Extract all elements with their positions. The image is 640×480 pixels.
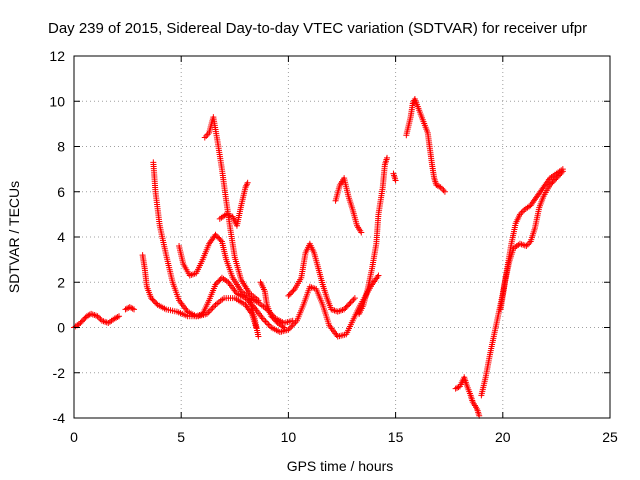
x-tick-label: 15: [388, 429, 404, 445]
series-track-14: [403, 95, 448, 195]
series-track-13: [390, 170, 399, 184]
data-point-marker: [346, 300, 353, 307]
data-point-marker: [149, 296, 156, 303]
data-point-marker: [290, 287, 297, 294]
data-point-marker: [345, 302, 352, 309]
series-track-7: [216, 179, 251, 229]
data-point-marker: [216, 277, 223, 284]
data-point-marker: [392, 177, 399, 184]
series-track-3: [139, 252, 260, 331]
series-track-10: [285, 240, 358, 315]
data-point-marker: [358, 229, 365, 236]
data-point-marker: [217, 237, 224, 244]
series-track-8: [246, 297, 262, 340]
data-point-marker: [548, 180, 555, 187]
y-tick-label: 0: [57, 320, 65, 336]
data-point-marker: [216, 235, 223, 242]
x-tick-label: 0: [70, 429, 78, 445]
y-tick-label: 4: [57, 229, 65, 245]
data-point-marker: [215, 278, 222, 285]
data-point-marker: [152, 299, 159, 306]
data-point-marker: [557, 171, 564, 178]
data-point-marker: [213, 233, 220, 240]
chart-title: Day 239 of 2015, Sidereal Day-to-day VTE…: [48, 20, 587, 37]
data-point-marker: [289, 288, 296, 295]
data-point-marker: [272, 317, 279, 324]
series-track-4: [150, 159, 382, 340]
y-tick-label: -2: [53, 365, 66, 381]
data-point-marker: [153, 300, 160, 307]
data-point-marker: [554, 173, 561, 180]
data-point-marker: [77, 319, 84, 326]
x-tick-label: 25: [602, 429, 618, 445]
data-point-marker: [558, 169, 565, 176]
data-point-marker: [342, 305, 349, 312]
data-point-marker: [351, 295, 358, 302]
y-tick-label: 8: [57, 139, 65, 155]
x-tick-label: 5: [177, 429, 185, 445]
data-point-marker: [552, 176, 559, 183]
series-track-15: [452, 374, 483, 419]
data-points: [71, 95, 566, 419]
data-point-marker: [546, 181, 553, 188]
data-point-marker: [281, 324, 288, 331]
data-point-marker: [131, 306, 138, 313]
data-point-marker: [285, 292, 292, 299]
y-tick-label: -4: [53, 410, 66, 426]
data-point-marker: [215, 234, 222, 241]
y-tick-label: 2: [57, 274, 65, 290]
data-point-marker: [341, 306, 348, 313]
data-point-marker: [212, 281, 219, 288]
data-point-marker: [289, 317, 296, 324]
series-track-9: [257, 279, 288, 331]
y-axis-label: SDTVAR / TECUs: [6, 181, 22, 293]
data-point-marker: [441, 188, 448, 195]
data-point-marker: [269, 314, 276, 321]
grid: [74, 56, 610, 418]
data-point-marker: [244, 179, 251, 186]
x-tick-label: 20: [495, 429, 511, 445]
data-point-marker: [555, 172, 562, 179]
data-point-marker: [384, 154, 391, 161]
data-point-marker: [375, 272, 382, 279]
data-point-marker: [287, 290, 294, 297]
data-point-marker: [559, 168, 566, 175]
data-point-marker: [553, 175, 560, 182]
series-track-6: [201, 114, 262, 304]
x-axis-label: GPS time / hours: [287, 458, 394, 474]
data-point-marker: [78, 318, 85, 325]
data-point-marker: [343, 303, 350, 310]
data-point-marker: [212, 231, 219, 238]
data-point-marker: [129, 305, 136, 312]
data-point-marker: [213, 280, 220, 287]
y-tick-label: 10: [49, 93, 65, 109]
y-tick-label: 12: [49, 48, 65, 64]
series-track-12: [356, 154, 391, 317]
data-point-marker: [268, 313, 275, 320]
data-point-marker: [116, 313, 123, 320]
data-point-marker: [286, 291, 293, 298]
data-point-marker: [81, 315, 88, 322]
data-point-marker: [80, 317, 87, 324]
data-point-marker: [255, 333, 262, 340]
data-point-marker: [114, 313, 121, 320]
y-tick-label: 6: [57, 184, 65, 200]
data-point-marker: [150, 297, 157, 304]
data-point-marker: [148, 295, 155, 302]
data-point-marker: [255, 297, 262, 304]
x-tick-label: 10: [281, 429, 297, 445]
series-track-2: [122, 304, 138, 313]
data-point-marker: [270, 315, 277, 322]
series-track-17: [497, 168, 566, 313]
series-track-1: [71, 310, 123, 331]
data-point-marker: [550, 177, 557, 184]
series-track-11: [332, 175, 365, 236]
data-point-marker: [549, 179, 556, 186]
axis-ticks: 0 5 10 15 20 25 -4 -2 0 2 4 6 8 10 12: [49, 48, 618, 445]
